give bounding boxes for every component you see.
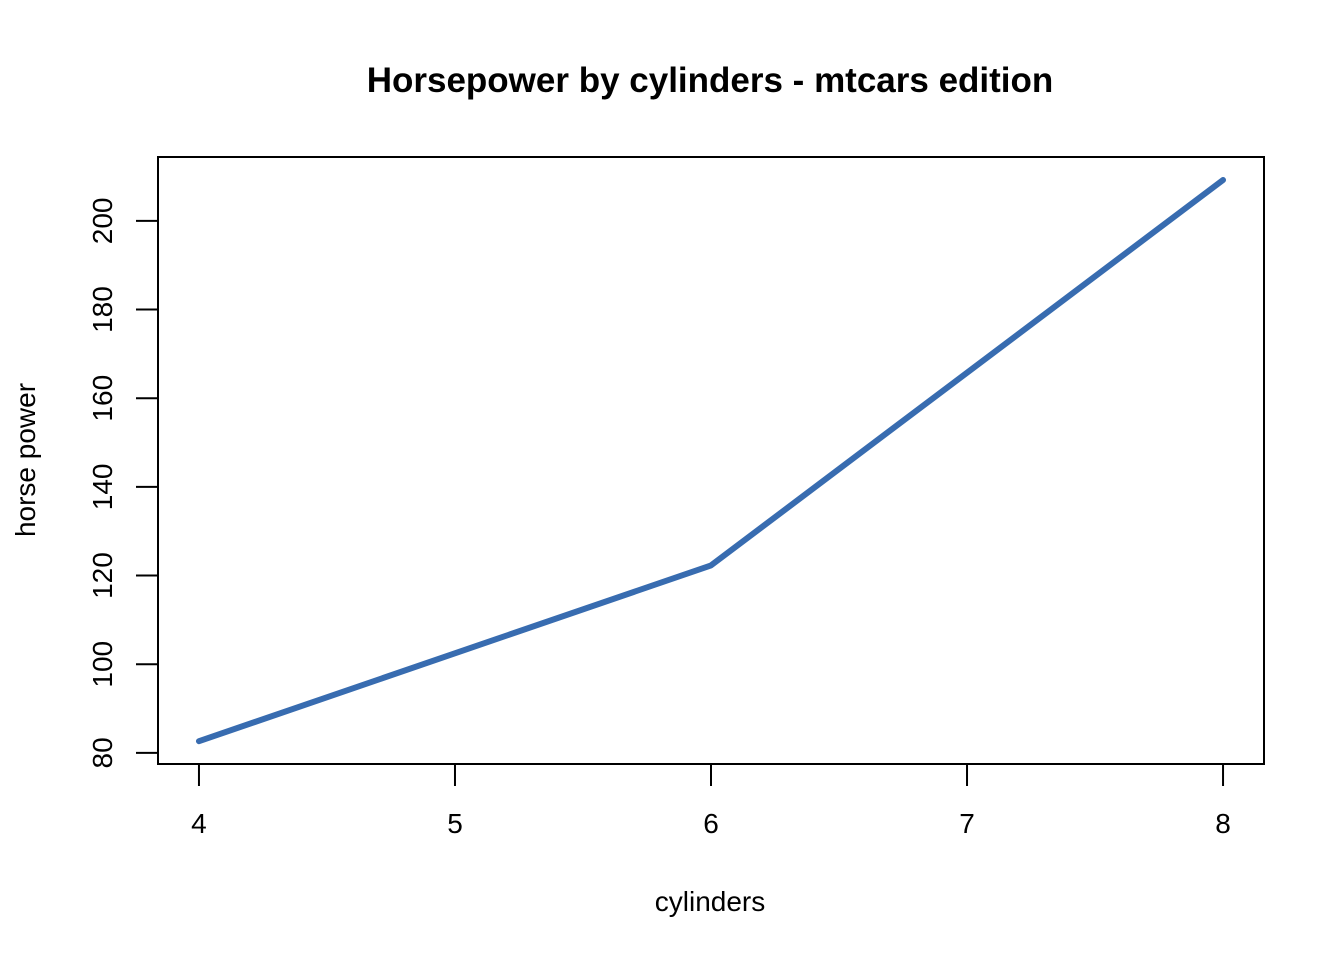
x-ticks: 4 5 6 7 8	[191, 764, 1231, 839]
y-tick-label: 180	[87, 286, 118, 333]
x-axis: 4 5 6 7 8	[191, 763, 1231, 839]
y-tick-label: 200	[87, 197, 118, 244]
plot-frame	[157, 156, 1265, 765]
x-tick-label: 6	[703, 808, 719, 839]
chart-title: Horsepower by cylinders - mtcars edition	[367, 61, 1054, 100]
y-tick-label: 120	[87, 552, 118, 599]
y-tick-label: 80	[87, 737, 118, 768]
y-ticks: 80 100 120 140 160 180 200	[87, 197, 158, 768]
y-tick-label: 160	[87, 375, 118, 422]
y-tick-label: 100	[87, 641, 118, 688]
x-tick-label: 4	[191, 808, 207, 839]
series-line	[195, 177, 1227, 745]
x-tick-label: 5	[447, 808, 463, 839]
series-layer	[195, 177, 1227, 745]
x-axis-label: cylinders	[655, 886, 765, 917]
x-tick-label: 8	[1215, 808, 1231, 839]
y-tick-label: 140	[87, 464, 118, 511]
y-axis-label: horse power	[10, 383, 41, 537]
x-tick-label: 7	[959, 808, 975, 839]
y-axis: 80 100 120 140 160 180 200	[87, 197, 159, 768]
